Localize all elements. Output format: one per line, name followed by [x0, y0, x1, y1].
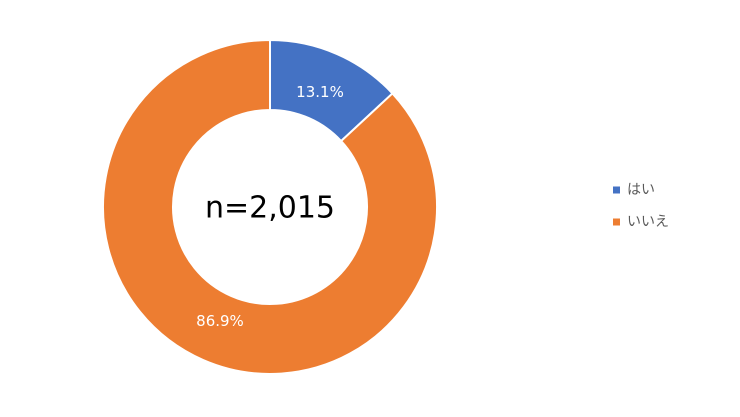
center-label: n=2,015	[205, 191, 335, 226]
legend-label: はい	[627, 182, 655, 198]
legend-marker	[613, 186, 620, 194]
legend-marker	[613, 218, 620, 226]
legend-label: いいえ	[627, 214, 669, 230]
data-label: 13.1%	[296, 83, 344, 101]
data-label: 86.9%	[196, 312, 244, 330]
slice	[102, 38, 438, 375]
